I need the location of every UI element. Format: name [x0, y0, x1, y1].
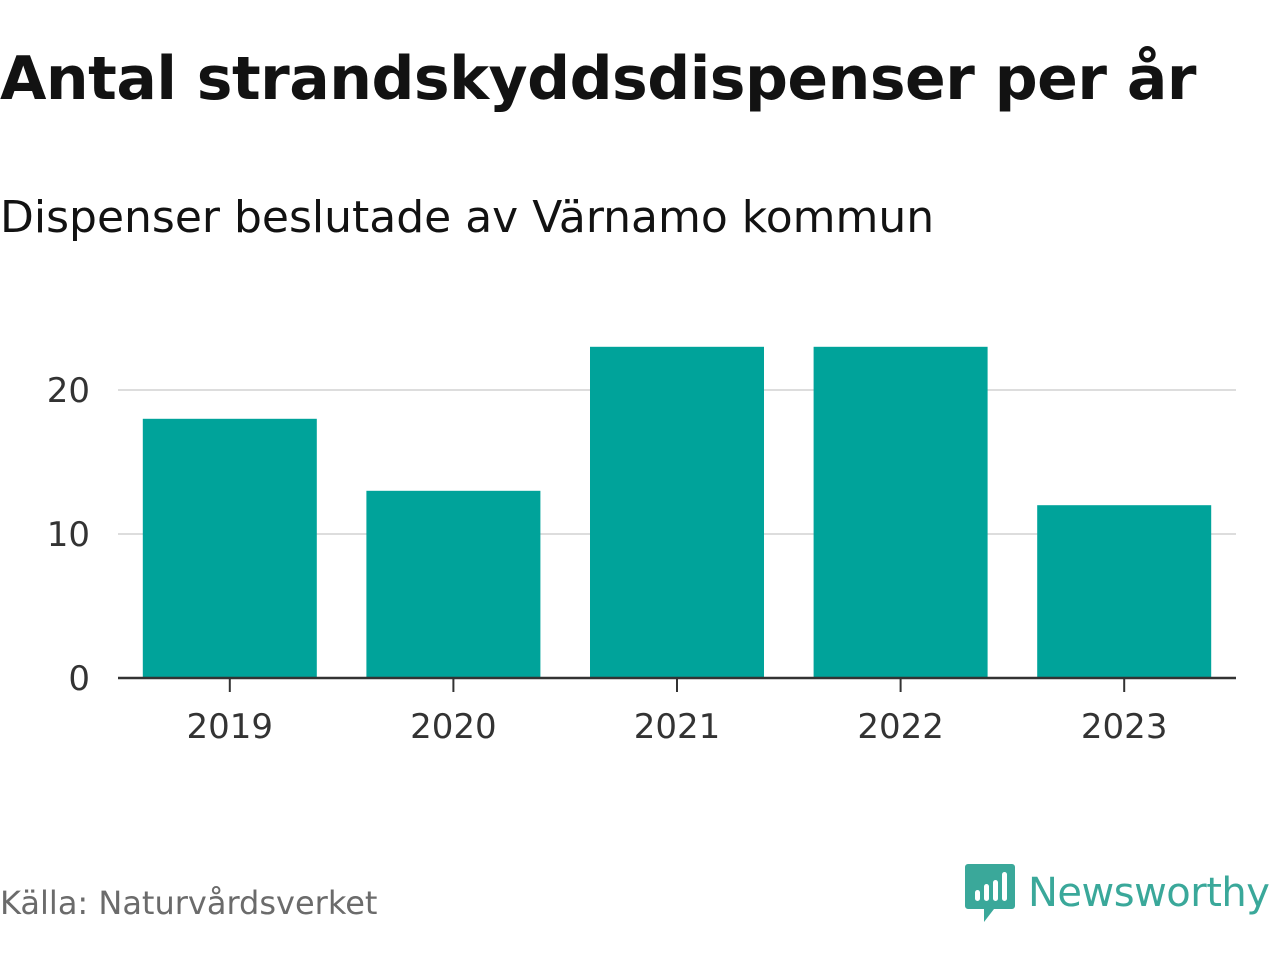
x-tick-label: 2023 [1081, 707, 1168, 747]
bar-2019 [142, 418, 317, 678]
brand-logo: Newsworthy [964, 862, 1270, 924]
bar-2020 [366, 490, 541, 678]
bar-2021 [590, 346, 764, 678]
y-tick-label: 10 [47, 515, 90, 555]
y-tick-label: 0 [68, 659, 90, 699]
chart-subtitle: Dispenser beslutade av Värnamo kommun [0, 192, 935, 243]
y-tick-label: 20 [47, 371, 90, 411]
bar-2022 [813, 346, 988, 678]
brand-name: Newsworthy [1028, 870, 1270, 916]
x-tick-label: 2020 [410, 707, 497, 747]
x-tick-label: 2021 [634, 707, 721, 747]
bar-chart: 0 10 20 2019 2020 2021 2022 2023 [47, 346, 1236, 747]
axes: 0 10 20 2019 2020 2021 2022 2023 [47, 371, 1236, 747]
x-tick-label: 2019 [187, 707, 274, 747]
bar-2023 [1037, 505, 1212, 678]
x-tick-label: 2022 [857, 707, 944, 747]
chart-title: Antal strandskyddsdispenser per år [0, 44, 1196, 114]
source-note: Källa: Naturvårdsverket [0, 884, 378, 922]
newsworthy-logo-icon [965, 864, 1015, 922]
bars [142, 346, 1212, 678]
